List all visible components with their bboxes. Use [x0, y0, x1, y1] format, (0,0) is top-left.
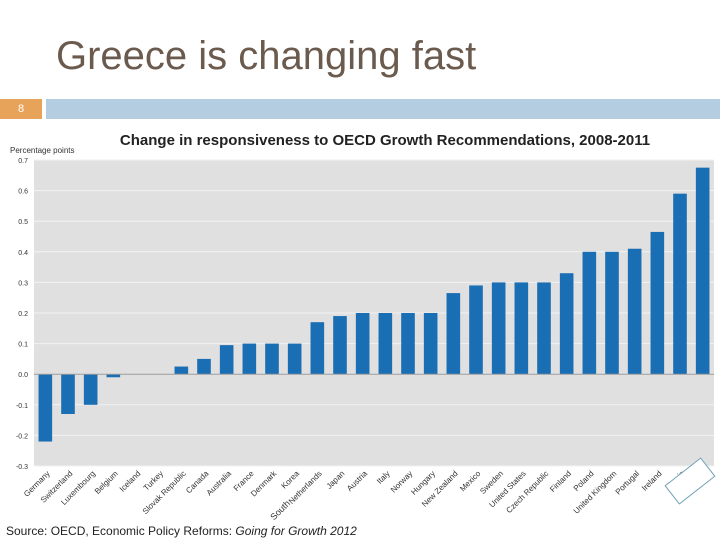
bar-czech-republic	[537, 282, 551, 375]
y-tick-labels: 0.7 0.6 0.5 0.4 0.3 0.2 0.1 0.0 -0.1 -0.2 -0.3	[16, 158, 28, 471]
source-title: Going for Growth 2012	[235, 524, 357, 538]
bar-united-kingdom	[605, 251, 619, 375]
bar-norway	[401, 313, 415, 375]
bar-slovak-republic	[174, 366, 189, 375]
x-tick-label: Australia	[205, 469, 234, 498]
y-tick-label: 0.3	[18, 280, 28, 287]
y-tick-label: 0.0	[18, 372, 28, 379]
bar-sweden	[491, 282, 506, 375]
bar-chart: Change in responsiveness to OECD Growth …	[10, 132, 714, 522]
bar-hungary	[423, 313, 438, 375]
y-tick-label: -0.1	[16, 403, 28, 410]
y-tick-label: 0.7	[18, 158, 28, 165]
x-tick-label: Austria	[345, 469, 369, 493]
slide-number: 8	[0, 99, 42, 119]
bar-germany	[38, 374, 53, 442]
bar-italy	[378, 313, 393, 375]
x-tick-label: Iceland	[118, 469, 143, 494]
bar-japan	[333, 316, 347, 375]
y-tick-label: -0.2	[16, 433, 28, 440]
x-tick-label: Denmark	[249, 468, 279, 498]
x-tick-label: Belgium	[93, 469, 120, 496]
slide-title: Greece is changing fast	[56, 34, 477, 78]
y-axis-label: Percentage points	[10, 146, 75, 155]
x-tick-label: Japan	[325, 469, 347, 491]
bar-australia	[219, 345, 234, 375]
bar-korea	[287, 343, 302, 375]
bar-austria	[355, 313, 370, 375]
y-tick-label: 0.5	[18, 219, 28, 226]
bar-poland	[582, 251, 597, 375]
x-tick-label: Ireland	[640, 469, 664, 493]
y-tick-label: -0.3	[16, 464, 28, 471]
bar-spain	[673, 193, 687, 375]
x-tick-labels: GermanySwitzerlandLuxembourgBelgiumIcela…	[22, 468, 709, 516]
x-tick-label: Finland	[548, 469, 573, 494]
south-annotation: South	[268, 498, 292, 522]
source-note: Source: OECD, Economic Policy Reforms: G…	[6, 524, 357, 538]
x-tick-label: Portugal	[614, 469, 642, 497]
y-tick-label: 0.6	[18, 189, 28, 196]
bars	[38, 167, 710, 442]
bar-united-states	[514, 282, 529, 375]
bar-switzerland	[61, 374, 75, 414]
bar-france	[242, 343, 257, 375]
chart-title: Change in responsiveness to OECD Growth …	[120, 132, 650, 149]
source-prefix: Source: OECD, Economic Policy Reforms:	[6, 524, 236, 538]
header-bar	[46, 99, 720, 119]
x-tick-label: Italy	[375, 469, 392, 486]
x-tick-label: Czech Republic	[504, 469, 550, 515]
bar-mexico	[469, 285, 483, 375]
bar-ireland	[650, 231, 665, 375]
bar-portugal	[627, 248, 642, 375]
bar-canada	[197, 358, 211, 375]
y-tick-label: 0.1	[18, 342, 28, 349]
bar-netherlands	[310, 322, 325, 375]
y-tick-label: 0.4	[18, 250, 28, 257]
bar-greece	[695, 167, 710, 375]
y-tick-label: 0.2	[18, 311, 28, 318]
bar-belgium	[106, 374, 121, 378]
bar-finland	[559, 273, 574, 375]
bar-denmark	[265, 343, 279, 375]
bar-new-zealand	[446, 293, 461, 375]
bar-luxembourg	[83, 374, 98, 405]
